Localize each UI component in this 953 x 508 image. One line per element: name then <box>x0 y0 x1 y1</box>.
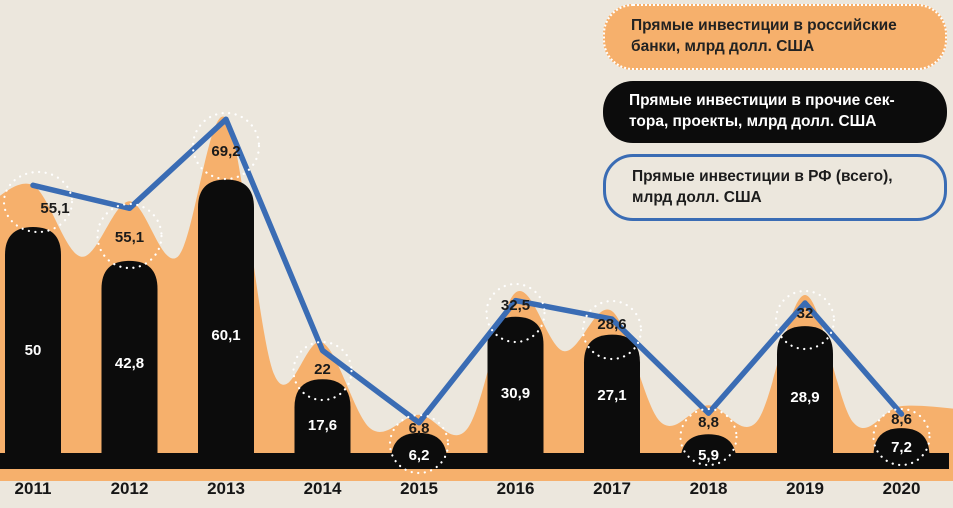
label-total-2013: 69,2 <box>211 143 240 160</box>
dotted-circle-2015 <box>388 413 450 475</box>
chart-legend: Прямые инвестиции в российские банки, мл… <box>603 4 947 222</box>
label-other-2020: 7,2 <box>891 439 912 456</box>
dotted-circle-2018 <box>679 407 738 467</box>
dotted-circle-2011 <box>2 170 74 234</box>
legend-item-total: Прямые инвестиции в РФ (всего), млрд дол… <box>603 153 947 222</box>
legend-banks-line2: банки, млрд долл. США <box>631 38 815 56</box>
label-total-2019: 32 <box>797 305 814 322</box>
line-total-series <box>30 116 905 426</box>
dotted-circle-2013 <box>191 111 261 181</box>
label-other-2014: 17,6 <box>308 417 337 434</box>
label-total-2011: 55,1 <box>40 200 69 217</box>
label-total-2016: 32,5 <box>501 297 530 314</box>
dotted-circle-2017 <box>581 299 643 361</box>
bar-other-2016 <box>487 316 544 469</box>
dotted-circle-2020 <box>872 407 931 467</box>
bar-other-2019 <box>777 326 833 469</box>
dotted-circle-2012 <box>96 202 163 270</box>
label-other-2019: 28,9 <box>790 389 819 406</box>
legend-item-banks: Прямые инвестиции в российские банки, мл… <box>603 4 947 70</box>
axis-year-2017: 2017 <box>593 479 631 498</box>
bar-other-2020 <box>873 428 930 469</box>
dotted-circle-2014 <box>292 340 353 402</box>
axis-year-2011: 2011 <box>15 479 52 498</box>
axis-year-2012: 2012 <box>111 479 149 498</box>
axis-year-2015: 2015 <box>400 479 438 498</box>
bar-other-2011 <box>5 227 61 469</box>
label-total-2017: 28,6 <box>597 316 626 333</box>
legend-other-line1: Прямые инвестиции в прочие сек- <box>629 91 895 109</box>
label-other-2018: 5,9 <box>698 447 719 464</box>
label-other-2011: 50 <box>25 342 42 359</box>
label-total-2012: 55,1 <box>115 229 144 246</box>
legend-item-other-sectors: Прямые инвестиции в прочие сек- тора, пр… <box>603 80 947 143</box>
axis-year-2016: 2016 <box>497 479 535 498</box>
bar-other-2015 <box>391 432 447 469</box>
bar-other-2012 <box>101 260 158 469</box>
axis-year-2020: 2020 <box>883 479 921 498</box>
label-total-2015: 6,8 <box>409 420 430 437</box>
label-other-2016: 30,9 <box>501 385 530 402</box>
legend-total-line2: млрд долл. США <box>632 188 762 206</box>
legend-total-line1: Прямые инвестиции в РФ (всего), <box>632 167 893 185</box>
dotted-circle-2019 <box>774 289 836 351</box>
legend-other-line2: тора, проекты, млрд долл. США <box>629 113 877 131</box>
bar-other-2013 <box>198 179 254 469</box>
label-total-2020: 8,6 <box>891 411 912 428</box>
axis-year-2019: 2019 <box>786 479 824 498</box>
label-other-2013: 60,1 <box>211 327 240 344</box>
label-other-2012: 42,8 <box>115 355 144 372</box>
label-total-2018: 8,8 <box>698 414 719 431</box>
label-other-2017: 27,1 <box>597 387 626 404</box>
dotted-circle-2016 <box>485 282 546 344</box>
bar-other-2017 <box>584 334 640 469</box>
legend-banks-line1: Прямые инвестиции в российские <box>631 17 897 34</box>
bar-other-2014 <box>294 379 351 469</box>
label-total-2014: 22 <box>314 361 331 378</box>
axis-year-2018: 2018 <box>690 479 728 498</box>
axis-year-2014: 2014 <box>304 479 342 498</box>
label-other-2015: 6,2 <box>409 447 430 464</box>
axis-year-2013: 2013 <box>207 479 245 498</box>
